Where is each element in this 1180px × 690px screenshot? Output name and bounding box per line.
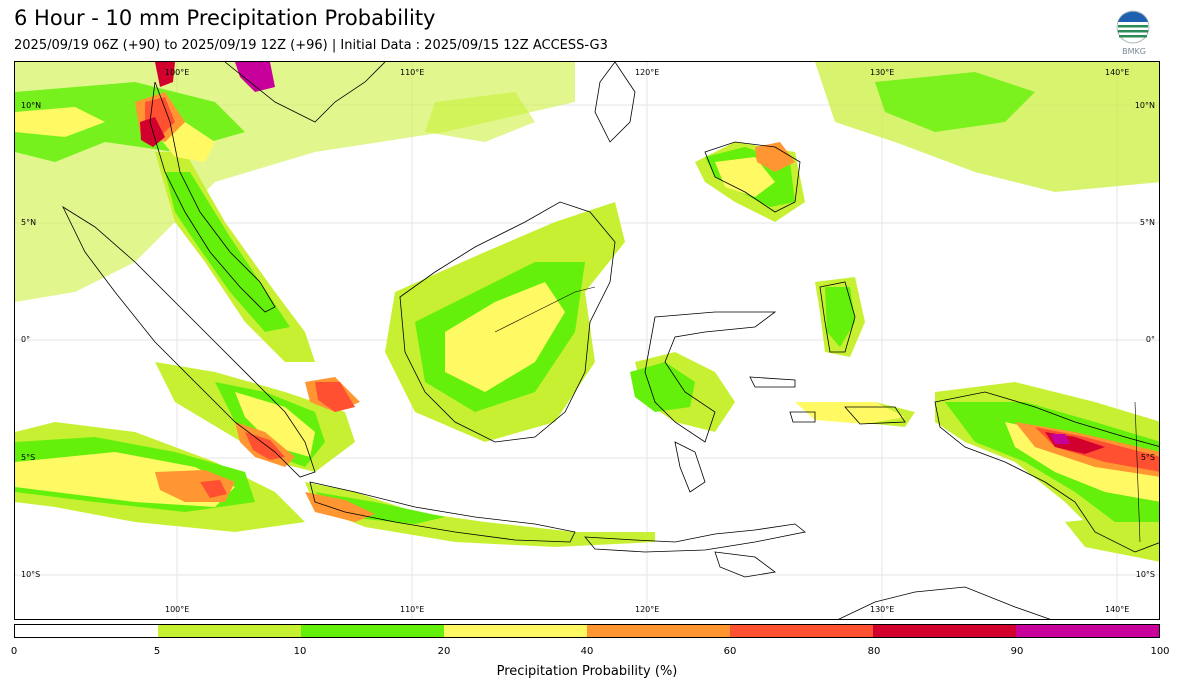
colorbar-bin-20-40 [444,625,587,637]
colorbar-tick: 90 [1010,646,1024,657]
lon-label-top-100: 100°E [165,68,190,77]
svg-text:BMKG: BMKG [1122,47,1146,56]
colorbar-label: Precipitation Probability (%) [496,664,678,679]
lon-label-top-140: 140°E [1105,68,1130,77]
lon-label-bottom-110: 110°E [400,605,425,614]
colorbar-tick: 40 [580,646,594,657]
lon-label-bottom-100: 100°E [165,605,190,614]
map-canvas [15,62,1159,619]
lat-label-right-10n: 10°N [1134,101,1155,110]
colorbar-bin-10-20 [301,625,444,637]
lon-label-top-110: 110°E [400,68,425,77]
lon-label-bottom-120: 120°E [635,605,660,614]
colorbar-tick: 5 [153,646,161,657]
colorbar-bin-80-90 [873,625,1016,637]
precipitation-map: 100°E 110°E 120°E 130°E 140°E 100°E 110°… [14,61,1160,620]
colorbar-tick: 10 [293,646,307,657]
colorbar-tick: 60 [723,646,737,657]
colorbar [14,624,1160,638]
lat-label-right-0: 0° [1145,335,1155,344]
colorbar-bin-0-5 [15,625,158,637]
lat-label-left-0: 0° [21,335,31,344]
colorbar-bin-40-60 [587,625,730,637]
lat-label-right-5s: 5°S [1140,453,1155,462]
lat-label-left-5s: 5°S [21,453,36,462]
colorbar-bin-60-80 [730,625,873,637]
bmkg-logo: BMKG [1112,10,1156,56]
colorbar-tick: 20 [437,646,451,657]
chart-subtitle: 2025/09/19 06Z (+90) to 2025/09/19 12Z (… [14,38,608,53]
lon-label-bottom-130: 130°E [870,605,895,614]
lon-label-bottom-140: 140°E [1105,605,1130,614]
colorbar-tick: 0 [10,646,18,657]
precip-90-100 [235,62,1070,444]
lat-label-right-10s: 10°S [1135,570,1155,579]
coastlines [62,62,1159,619]
colorbar-tick: 100 [1150,646,1170,657]
lat-label-left-10n: 10°N [21,101,42,110]
colorbar-bin-5-10 [158,625,301,637]
colorbar-bin-90-100 [1016,625,1159,637]
lat-label-right-5n: 5°N [1139,218,1155,227]
chart-title: 6 Hour - 10 mm Precipitation Probability [14,6,436,30]
lon-label-top-120: 120°E [635,68,660,77]
lat-label-left-5n: 5°N [21,218,37,227]
colorbar-tick: 80 [867,646,881,657]
lat-label-left-10s: 10°S [21,570,41,579]
lon-label-top-130: 130°E [870,68,895,77]
